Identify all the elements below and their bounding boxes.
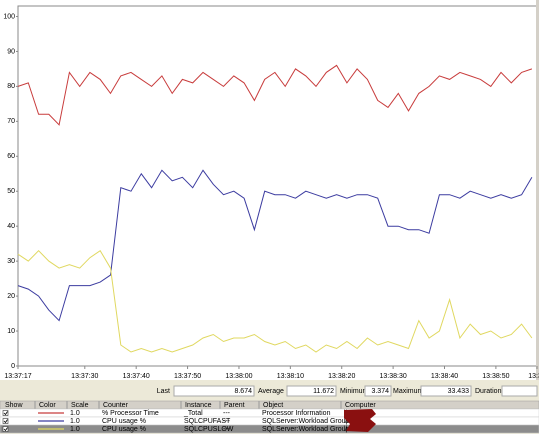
scrollbar-edge xyxy=(536,0,539,380)
legend-cell: % Processor Time xyxy=(102,410,159,417)
legend-cell: SQLServer:Workload Group ... xyxy=(262,426,357,433)
legend-cell: --- xyxy=(223,418,231,425)
legend-header-label: Instance xyxy=(185,402,212,409)
stat-label: Last xyxy=(157,388,170,395)
legend-cell: --- xyxy=(223,426,231,433)
legend-cell: \\ xyxy=(344,418,348,425)
y-tick-label: 30 xyxy=(7,258,15,265)
stat-box xyxy=(286,385,337,397)
statistics-bar: Last 8.674 Average 11.672 Minimum 3.374 … xyxy=(157,385,538,397)
checkbox[interactable] xyxy=(2,426,9,432)
legend-cell: Processor Information xyxy=(262,410,331,417)
checkmark xyxy=(3,427,8,432)
stat-box xyxy=(173,385,255,397)
x-tick-label: 13:38:00 xyxy=(225,373,252,380)
stat-value: 11.672 xyxy=(313,388,334,395)
x-tick-label: 13:37:40 xyxy=(123,373,150,380)
y-tick-label: 80 xyxy=(7,83,15,90)
y-tick-label: 10 xyxy=(7,328,15,335)
legend-header-label: Computer xyxy=(345,402,376,409)
legend-cell: SQLCPUFAST xyxy=(184,418,231,425)
legend-header-label: Parent xyxy=(224,402,245,409)
x-tick-label: 13:38 xyxy=(528,373,539,380)
checkmark xyxy=(3,411,8,416)
legend-cell: --- xyxy=(223,410,231,417)
stat-value: 3.374 xyxy=(371,388,389,395)
stat-label: Maximum xyxy=(393,388,424,395)
x-tick-label: 13:37:50 xyxy=(174,373,201,380)
y-tick-label: 50 xyxy=(7,188,15,195)
plot-area xyxy=(17,5,538,367)
legend-cell: SQLServer:Workload Group ... xyxy=(262,418,357,425)
legend-table: Show Color Scale Counter Instance Parent Objec… xyxy=(0,401,539,434)
stat-box xyxy=(364,385,392,397)
checkbox[interactable] xyxy=(2,410,9,416)
legend-header-label: Scale xyxy=(71,402,89,409)
legend-cell: CPU usage % xyxy=(102,418,146,425)
x-tick-label: 13:38:30 xyxy=(379,373,406,380)
y-tick-label: 100 xyxy=(3,13,15,20)
y-tick-label: 40 xyxy=(7,223,15,230)
legend-cell: CPU usage % xyxy=(102,426,146,433)
x-tick-label: 13:38:20 xyxy=(328,373,355,380)
y-tick-label: 90 xyxy=(7,48,15,55)
stat-value: 8.674 xyxy=(234,388,252,395)
stat-label: Minimum xyxy=(340,388,369,395)
legend-header-label: Object xyxy=(263,402,283,409)
stat-value: 33.433 xyxy=(448,388,470,395)
series-line xyxy=(17,169,533,322)
x-tick-label: 13:37:17 xyxy=(4,373,31,380)
stat-label: Average xyxy=(258,388,284,395)
legend-cell: 1.0 xyxy=(70,418,80,425)
checkmark xyxy=(3,419,8,424)
x-tick-label: 13:38:10 xyxy=(277,373,304,380)
legend-row xyxy=(0,424,539,434)
x-tick-label: 13:38:50 xyxy=(482,373,509,380)
series-line xyxy=(17,64,533,126)
redaction xyxy=(344,409,376,432)
x-tick-label: 13:37:30 xyxy=(71,373,98,380)
stat-box xyxy=(501,385,538,397)
legend-header-label: Counter xyxy=(103,402,129,409)
legend-header-label: Color xyxy=(39,402,56,409)
y-tick-label: 0 xyxy=(11,363,15,370)
y-tick-label: 70 xyxy=(7,118,15,125)
legend-cell: SQLCPUSLOW xyxy=(184,426,234,433)
legend-cell: 1.0 xyxy=(70,410,80,417)
series-line xyxy=(17,249,533,353)
stat-label: Duration xyxy=(475,388,502,395)
legend-cell: \\ xyxy=(344,426,348,433)
legend-cell: 1.0 xyxy=(70,426,80,433)
y-tick-label: 20 xyxy=(7,293,15,300)
checkbox[interactable] xyxy=(2,418,9,424)
stat-box xyxy=(420,385,472,397)
y-tick-label: 60 xyxy=(7,153,15,160)
legend-header-label: Show xyxy=(5,402,23,409)
legend-cell: _Total xyxy=(183,410,203,417)
x-tick-label: 13:38:40 xyxy=(431,373,458,380)
